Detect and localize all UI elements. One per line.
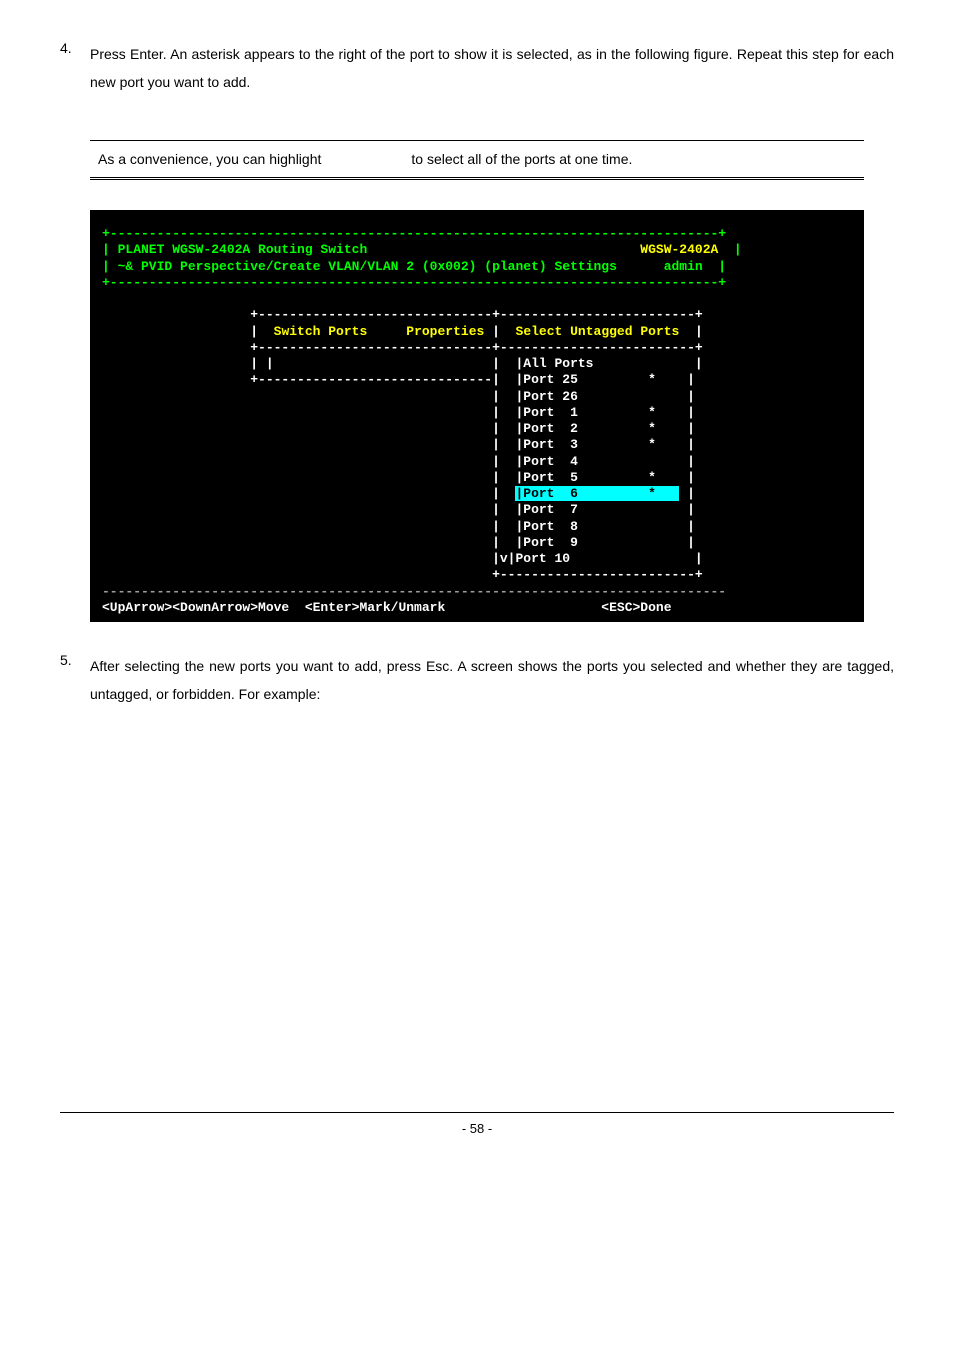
port-row: |Port 8	[515, 519, 577, 534]
terminal-footer-esc: <ESC>Done	[601, 600, 671, 615]
note-right: to select all of the ports at one time.	[411, 151, 632, 167]
col-properties: Properties	[406, 324, 484, 339]
col-switch-ports: Switch Ports	[274, 324, 368, 339]
page-number: - 58 -	[60, 1112, 894, 1136]
step-5: 5. After selecting the new ports you wan…	[60, 652, 894, 732]
terminal-screenshot: +---------------------------------------…	[90, 210, 864, 622]
port-row: |Port 5	[515, 470, 577, 485]
step-5-text: After selecting the new ports you want t…	[90, 652, 894, 708]
terminal-model: WGSW-2402A	[640, 242, 718, 257]
col-select-untagged: Select Untagged Ports	[516, 324, 680, 339]
port-row: |Port 1	[515, 405, 577, 420]
step-4: 4. Press Enter. An asterisk appears to t…	[60, 40, 894, 120]
port-row: |v|Port 10	[492, 551, 570, 566]
port-row: |All Ports	[515, 356, 593, 371]
step-4-num: 4.	[60, 40, 90, 120]
port-row: |Port 2	[515, 421, 577, 436]
terminal-subtitle: | ~& PVID Perspective/Create VLAN/VLAN 2…	[102, 259, 726, 274]
note-box: As a convenience, you can highlight to se…	[90, 140, 864, 180]
port-row: |Port 9	[515, 535, 577, 550]
step-4-text: Press Enter. An asterisk appears to the …	[90, 40, 894, 96]
terminal-footer-keys: <UpArrow><DownArrow>Move <Enter>Mark/Unm…	[102, 600, 445, 615]
port-row: |Port 26	[515, 389, 577, 404]
port-row: |Port 4	[515, 454, 577, 469]
port-row: |Port 25	[515, 372, 577, 387]
port-row-selected: |Port 6 *	[515, 486, 679, 501]
port-row: |Port 7	[515, 502, 577, 517]
note-left: As a convenience, you can highlight	[98, 151, 321, 167]
port-row: |Port 3	[515, 437, 577, 452]
terminal-title: | PLANET WGSW-2402A Routing Switch	[102, 242, 640, 257]
step-5-num: 5.	[60, 652, 90, 732]
